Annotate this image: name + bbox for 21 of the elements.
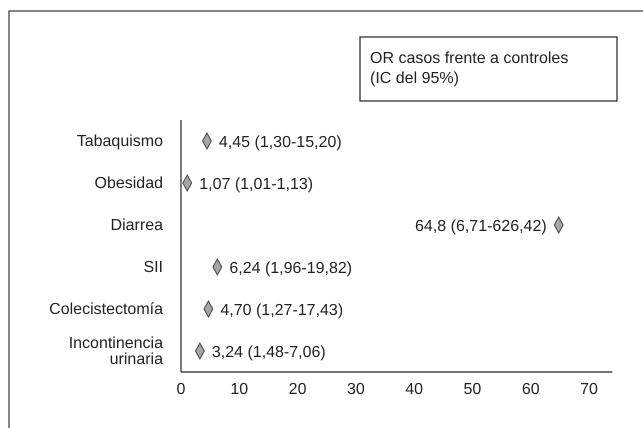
y-tick-label: Colecistectomía [49, 301, 164, 318]
y-tick-label: Obesidad [94, 175, 163, 192]
data-label: 1,07 (1,01-1,13) [199, 176, 314, 193]
data-label: 3,24 (1,48-7,06) [212, 344, 326, 361]
data-label: 64,8 (6,71-626,42) [415, 218, 547, 235]
y-tick-label: Tabaquismo [76, 133, 164, 150]
data-label: 6,24 (1,96-19,82) [229, 260, 352, 277]
x-tick-label: 50 [464, 381, 482, 398]
y-tick-label: Incontinencia urinaria [68, 335, 164, 368]
x-tick-label: 10 [230, 381, 248, 398]
x-tick-label: 40 [405, 381, 424, 398]
text: OR casos frente a controles (IC del 95%) [370, 50, 568, 87]
data-label: 4,45 (1,30-15,20) [218, 134, 342, 151]
x-tick-label: 30 [346, 381, 365, 398]
x-tick-label: 70 [580, 381, 598, 398]
y-tick-label: Diarrea [110, 217, 164, 234]
x-tick-label: 60 [522, 381, 540, 398]
x-tick-label: 0 [176, 381, 186, 398]
data-label: 4,70 (1,27-17,43) [220, 302, 344, 319]
y-tick-label: SII [143, 259, 163, 276]
x-tick-label: 20 [288, 381, 307, 398]
